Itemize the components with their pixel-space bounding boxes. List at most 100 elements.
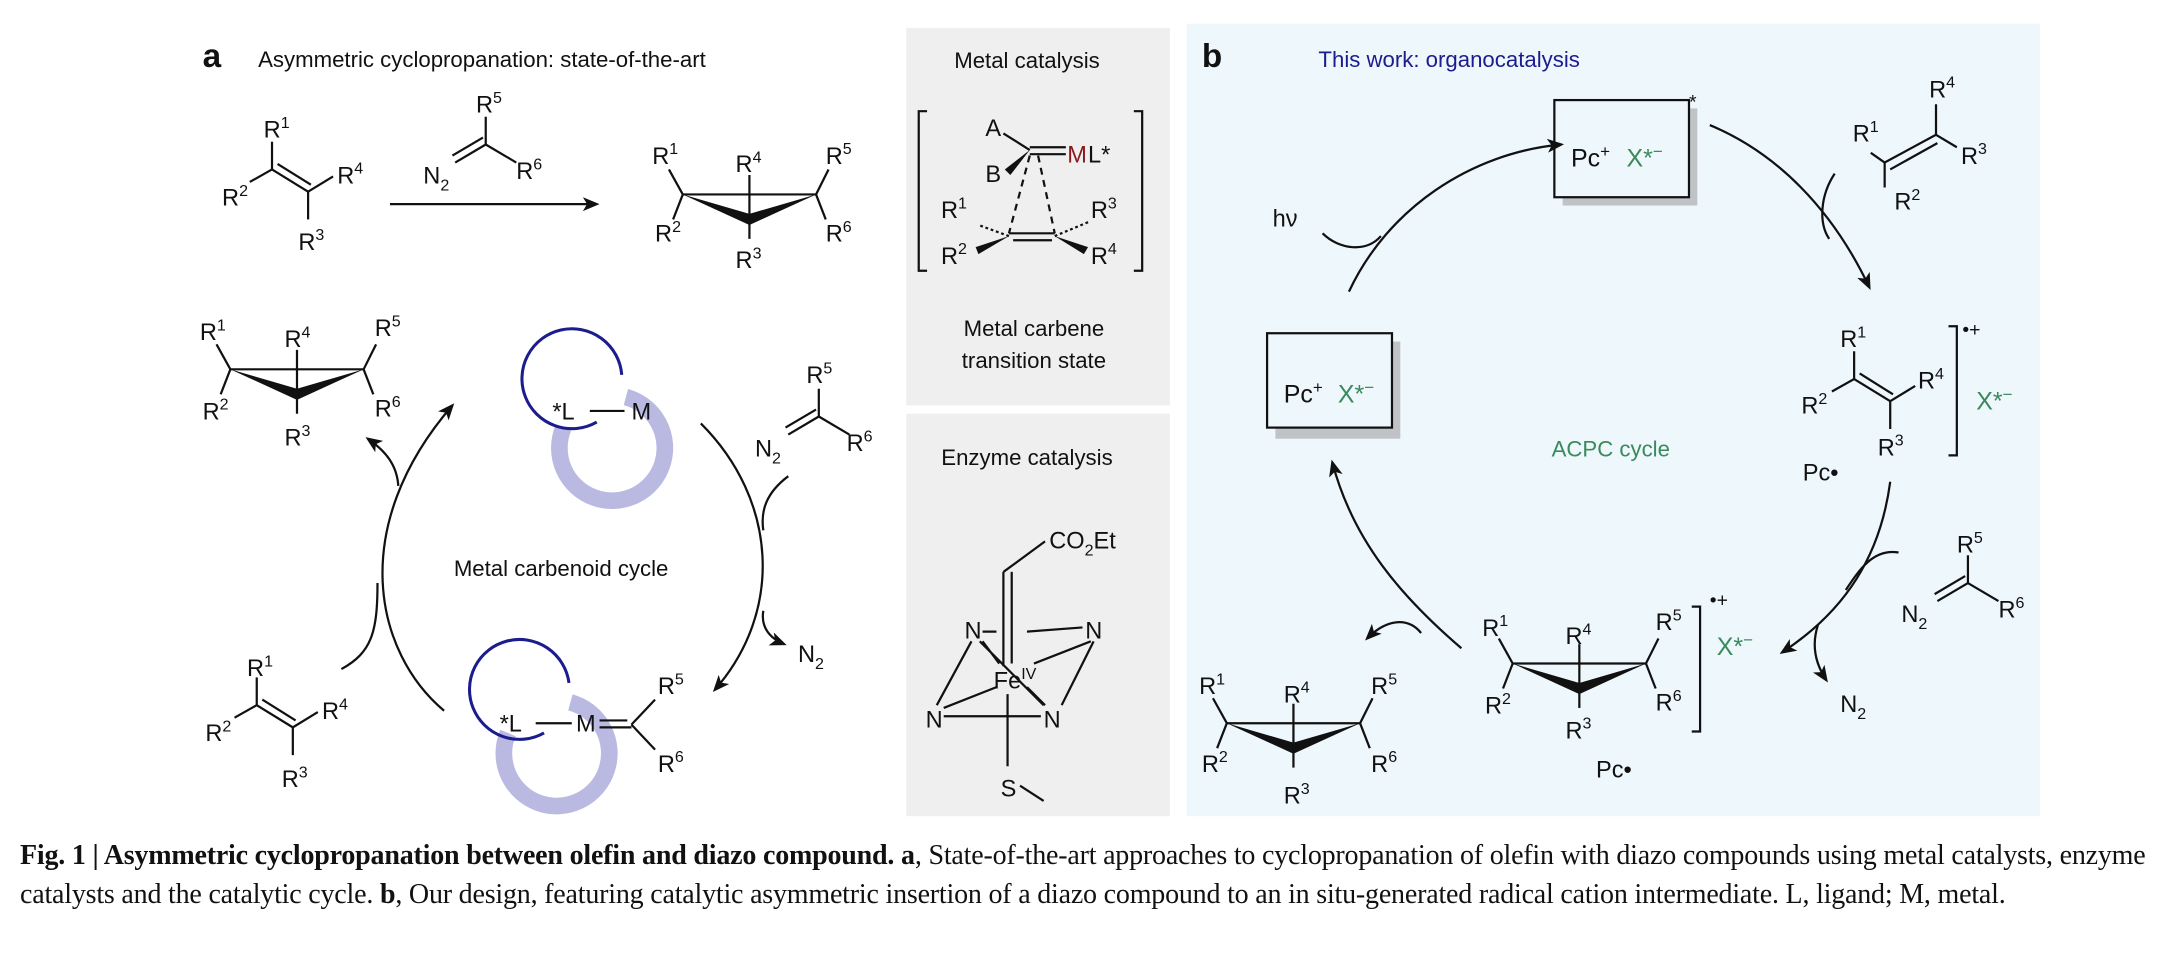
n2-label: N2 [755, 436, 781, 468]
substituent-label: R2 [222, 182, 248, 211]
substituent-label: R5 [1371, 670, 1397, 699]
ground-catalyst-box: Pc+ X*− [1265, 332, 1401, 439]
diazo-entry-arrow [1844, 550, 1899, 591]
counteranion-label: X*− [1338, 378, 1374, 409]
ligand-label: *L [500, 711, 522, 737]
substituent-label: R3 [285, 422, 311, 451]
diazo-entry-arrow [761, 475, 789, 531]
substituent-label: R1 [1199, 670, 1225, 699]
cycle-arrow [1779, 481, 1892, 654]
counteranion-label: X*− [1976, 385, 2012, 416]
cycle-label: Metal carbenoid cycle [454, 556, 669, 581]
olefin-entry-arrow [340, 583, 379, 671]
substituent-label: R1 [652, 140, 678, 169]
metal-label: M [1067, 142, 1087, 168]
iron-label: FeIV [994, 665, 1037, 694]
metal-label: M [576, 711, 596, 737]
olefin-entry-arrow [1821, 173, 1836, 240]
substituent-label: R3 [1284, 780, 1310, 809]
substituent-label: R5 [806, 359, 832, 388]
charge-label: •+ [1710, 590, 1728, 612]
panel-b-label: b [1202, 38, 1222, 75]
caption-b-label: b [379, 879, 396, 910]
panel-b-title: This work: organocatalysis [1318, 47, 1579, 72]
substituent-label: R6 [658, 748, 684, 777]
ligand-arc-icon [520, 327, 624, 431]
ligand-label: *L [552, 398, 574, 424]
substituent-label: R2 [1894, 186, 1920, 215]
substituent-label: R3 [736, 244, 762, 273]
n2-label: N2 [423, 162, 449, 194]
panel-b: b This work: organocatalysis Pc+ X*− * P… [1186, 23, 2041, 817]
substituent-label: R3 [282, 763, 308, 792]
n2-exit-arrow [761, 610, 787, 646]
substituent-label: R3 [1565, 715, 1591, 744]
cycle-arrow [1709, 124, 1871, 290]
light-input-arrow [1321, 232, 1382, 249]
substituent-label: R2 [655, 218, 681, 247]
substituent-label: R5 [375, 312, 401, 341]
cycle-arrow [700, 422, 764, 692]
metal-catalysis-box: Metal catalysis A B M L* R1 R3 R2 R4 Met… [906, 27, 1170, 406]
box-title: Metal catalysis [954, 48, 1099, 73]
diazo-structure: R5 N2 R6 [423, 89, 542, 194]
substituent-label: R6 [516, 155, 542, 184]
substituent-label: R6 [375, 393, 401, 422]
metal-carbenoid: *L M R5 R6 [467, 637, 684, 815]
substituent-label: R1 [1840, 323, 1866, 352]
ligand-label: L* [1088, 142, 1110, 168]
substituent-label: R4 [1918, 365, 1944, 394]
nitrogen-label: N [965, 618, 982, 644]
photocatalyst-radical-label: Pc• [1596, 756, 1632, 782]
substituent-label: R1 [264, 114, 290, 143]
enzyme-catalysis-box: Enzyme catalysis CO2Et FeIV N N N N S [906, 413, 1170, 817]
substituent-label: R5 [476, 89, 502, 118]
n2-byproduct-label: N2 [1840, 691, 1866, 723]
sulfur-label: S [1001, 776, 1017, 802]
substituent-label: R4 [337, 160, 363, 189]
substituent-label: R4 [322, 695, 348, 724]
substituent-label: R3 [1091, 194, 1117, 223]
panel-a-title: Asymmetric cyclopropanation: state-of-th… [258, 47, 706, 72]
n2-exit-arrow [1812, 624, 1828, 683]
product-release-arrow [1365, 621, 1422, 641]
substituent-label: R6 [1656, 687, 1682, 716]
charge-label: •+ [1962, 319, 1980, 341]
substituent-label: R2 [203, 396, 229, 425]
cycle-label: ACPC cycle [1552, 437, 1670, 462]
counteranion-label: X*− [1627, 142, 1663, 173]
substituent-label: R4 [736, 149, 762, 178]
substituent-label: R2 [1801, 390, 1827, 419]
substituent-label: R2 [205, 718, 231, 747]
cyclopropane-product: R1 R4 R5 R2 R3 R6 [652, 140, 852, 273]
counteranion-label: X*− [1717, 630, 1753, 661]
cyclopropane-product-cycle: R1 R4 R5 R2 R3 R6 [200, 312, 401, 450]
substituent-label: R5 [826, 140, 852, 169]
substituent-label: R1 [941, 194, 967, 223]
ester-label: CO2Et [1049, 527, 1116, 559]
substituent-label: R1 [1482, 612, 1508, 641]
cyclopropane-radical-cation: R1 R4 R5 R2 R3 R6 •+ X*− Pc• [1482, 590, 1753, 783]
cycle-arrow [381, 403, 455, 712]
substituent-label: R6 [826, 218, 852, 247]
panel-a-label: a [203, 38, 222, 75]
substituent-label: R4 [1091, 240, 1117, 269]
caption-figure-title: Fig. 1 | Asymmetric cyclopropanation bet… [20, 840, 895, 871]
caption-a-label: a [901, 840, 915, 871]
diazo-structure: R5 N2 R6 [1901, 529, 2024, 633]
substituent-label: R5 [1957, 529, 1983, 558]
metal-label: M [631, 398, 651, 424]
substituent-label: R4 [1929, 74, 1955, 103]
photocatalyst-radical-label: Pc• [1803, 459, 1839, 485]
photocatalyst-label: Pc+ [1284, 378, 1323, 409]
figure-caption: Fig. 1 | Asymmetric cyclopropanation bet… [20, 836, 2150, 914]
figure-graphic: a Asymmetric cyclopropanation: state-of-… [200, 23, 2041, 817]
ligand-arc-icon [467, 637, 571, 741]
nitrogen-label: N [926, 706, 943, 732]
substituent-label: R1 [247, 652, 273, 681]
cycle-arrow [1347, 138, 1565, 293]
substituent-label: R2 [1485, 690, 1511, 719]
photocatalyst-label: Pc+ [1571, 142, 1610, 173]
transition-state-bracket [917, 110, 1144, 272]
excited-state-marker: * [1689, 91, 1697, 113]
